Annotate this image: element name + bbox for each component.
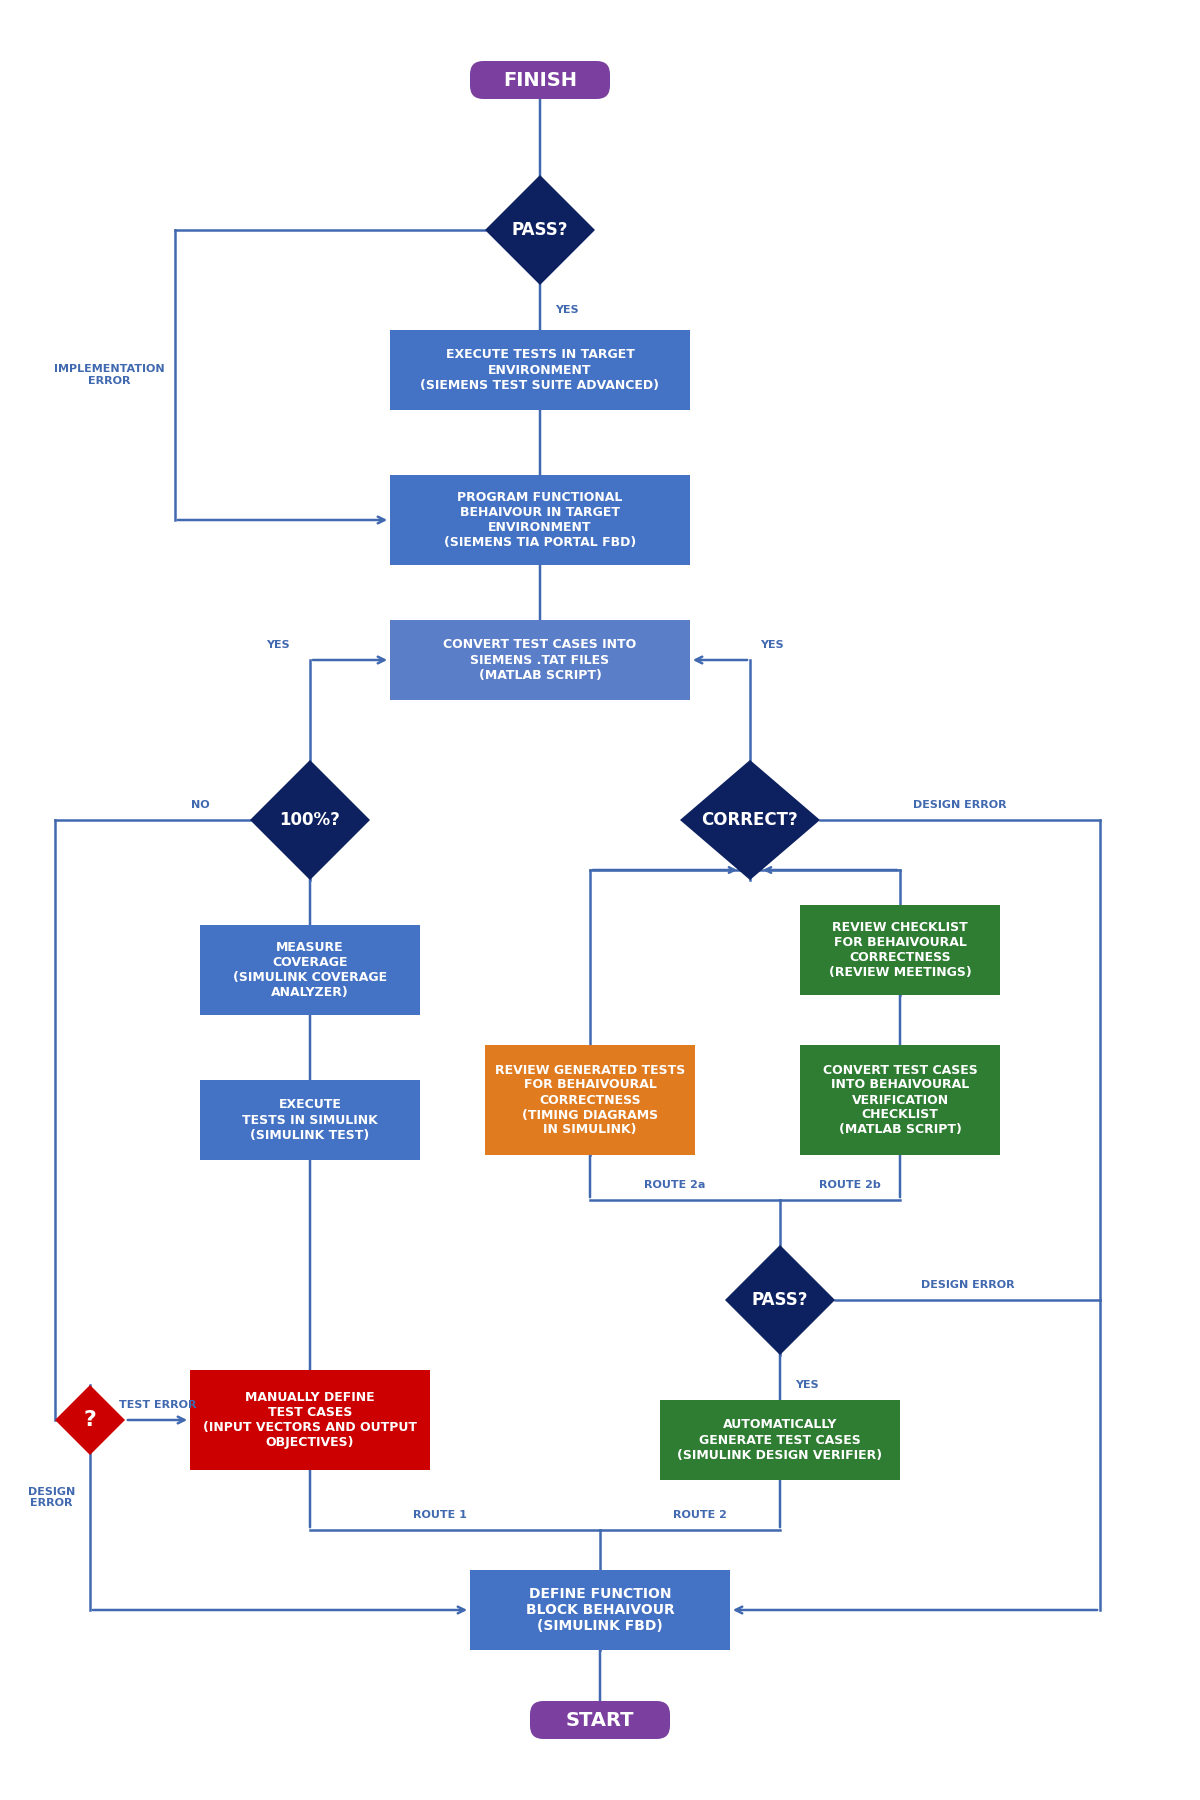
Bar: [470, 1570, 730, 1651]
Text: DESIGN
ERROR: DESIGN ERROR: [28, 1487, 74, 1508]
Text: AUTOMATICALLY
GENERATE TEST CASES
(SIMULINK DESIGN VERIFIER): AUTOMATICALLY GENERATE TEST CASES (SIMUL…: [678, 1418, 882, 1462]
Text: MEASURE
COVERAGE
(SIMULINK COVERAGE
ANALYZER): MEASURE COVERAGE (SIMULINK COVERAGE ANAL…: [233, 941, 388, 999]
Text: EXECUTE TESTS IN TARGET
ENVIRONMENT
(SIEMENS TEST SUITE ADVANCED): EXECUTE TESTS IN TARGET ENVIRONMENT (SIE…: [420, 349, 660, 392]
Text: YES: YES: [760, 641, 784, 650]
Text: ROUTE 2: ROUTE 2: [673, 1510, 727, 1519]
Polygon shape: [250, 760, 370, 880]
Bar: [190, 1370, 430, 1471]
Text: IMPLEMENTATION
ERROR: IMPLEMENTATION ERROR: [54, 364, 166, 385]
Bar: [390, 619, 690, 700]
Text: REVIEW CHECKLIST
FOR BEHAIVOURAL
CORRECTNESS
(REVIEW MEETINGS): REVIEW CHECKLIST FOR BEHAIVOURAL CORRECT…: [829, 922, 971, 979]
Text: TEST ERROR: TEST ERROR: [119, 1400, 197, 1409]
Text: YES: YES: [266, 641, 290, 650]
Text: ROUTE 2b: ROUTE 2b: [820, 1181, 881, 1190]
FancyBboxPatch shape: [470, 61, 610, 99]
Text: MANUALLY DEFINE
TEST CASES
(INPUT VECTORS AND OUTPUT
OBJECTIVES): MANUALLY DEFINE TEST CASES (INPUT VECTOR…: [203, 1391, 418, 1449]
Text: PROGRAM FUNCTIONAL
BEHAIVOUR IN TARGET
ENVIRONMENT
(SIEMENS TIA PORTAL FBD): PROGRAM FUNCTIONAL BEHAIVOUR IN TARGET E…: [444, 491, 636, 549]
Text: REVIEW GENERATED TESTS
FOR BEHAIVOURAL
CORRECTNESS
(TIMING DIAGRAMS
IN SIMULINK): REVIEW GENERATED TESTS FOR BEHAIVOURAL C…: [494, 1064, 685, 1136]
Polygon shape: [725, 1246, 835, 1355]
Text: CORRECT?: CORRECT?: [702, 812, 798, 830]
Text: ROUTE 2a: ROUTE 2a: [644, 1181, 706, 1190]
Bar: [485, 1046, 695, 1156]
Text: 100%?: 100%?: [280, 812, 341, 830]
Text: YES: YES: [554, 304, 578, 315]
Bar: [200, 925, 420, 1015]
Text: DESIGN ERROR: DESIGN ERROR: [920, 1280, 1014, 1291]
Polygon shape: [680, 760, 820, 880]
Text: PASS?: PASS?: [751, 1291, 809, 1309]
Text: CONVERT TEST CASES
INTO BEHAIVOURAL
VERIFICATION
CHECKLIST
(MATLAB SCRIPT): CONVERT TEST CASES INTO BEHAIVOURAL VERI…: [823, 1064, 977, 1136]
Text: START: START: [565, 1710, 635, 1730]
Text: EXECUTE
TESTS IN SIMULINK
(SIMULINK TEST): EXECUTE TESTS IN SIMULINK (SIMULINK TEST…: [242, 1098, 378, 1141]
Text: DEFINE FUNCTION
BLOCK BEHAIVOUR
(SIMULINK FBD): DEFINE FUNCTION BLOCK BEHAIVOUR (SIMULIN…: [526, 1588, 674, 1633]
Bar: [660, 1400, 900, 1480]
Text: NO: NO: [191, 799, 209, 810]
Text: ROUTE 1: ROUTE 1: [413, 1510, 467, 1519]
Bar: [800, 905, 1000, 995]
Text: YES: YES: [796, 1381, 818, 1390]
Polygon shape: [485, 175, 595, 284]
Text: DESIGN ERROR: DESIGN ERROR: [913, 799, 1007, 810]
Text: FINISH: FINISH: [503, 70, 577, 90]
Text: ?: ?: [84, 1409, 96, 1429]
Text: CONVERT TEST CASES INTO
SIEMENS .TAT FILES
(MATLAB SCRIPT): CONVERT TEST CASES INTO SIEMENS .TAT FIL…: [443, 639, 637, 682]
Bar: [390, 329, 690, 410]
FancyBboxPatch shape: [530, 1701, 670, 1739]
Bar: [800, 1046, 1000, 1156]
Bar: [390, 475, 690, 565]
Polygon shape: [55, 1384, 125, 1454]
Bar: [200, 1080, 420, 1159]
Text: PASS?: PASS?: [511, 221, 569, 239]
